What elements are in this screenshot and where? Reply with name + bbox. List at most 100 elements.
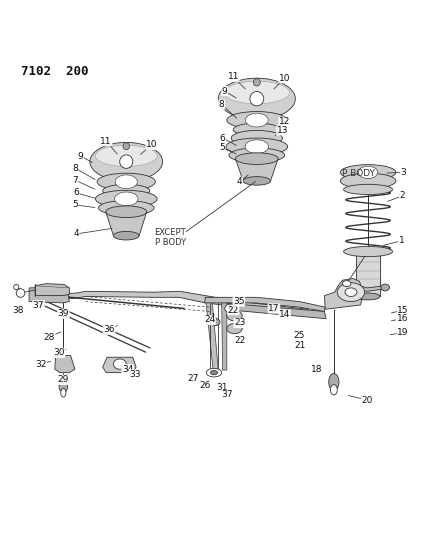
Text: 19: 19 — [398, 328, 409, 337]
Text: 39: 39 — [58, 309, 69, 318]
Ellipse shape — [345, 288, 357, 296]
Ellipse shape — [356, 293, 380, 300]
Text: 5: 5 — [72, 200, 78, 209]
Text: 13: 13 — [277, 126, 288, 135]
Ellipse shape — [211, 370, 217, 375]
Text: 23: 23 — [234, 319, 245, 327]
Text: 3: 3 — [400, 168, 406, 177]
Text: 10: 10 — [146, 141, 158, 149]
Text: 7102  200: 7102 200 — [21, 66, 89, 78]
Ellipse shape — [226, 138, 288, 155]
Text: 34: 34 — [122, 365, 133, 374]
Ellipse shape — [229, 148, 285, 163]
Polygon shape — [106, 212, 147, 236]
Polygon shape — [235, 159, 278, 181]
Text: 9: 9 — [77, 151, 83, 160]
Ellipse shape — [224, 81, 289, 104]
Text: 24: 24 — [204, 316, 215, 325]
Polygon shape — [103, 357, 136, 373]
Ellipse shape — [225, 304, 238, 313]
Ellipse shape — [103, 184, 150, 197]
Ellipse shape — [250, 92, 264, 106]
Text: 29: 29 — [58, 375, 69, 384]
Ellipse shape — [344, 246, 392, 257]
Ellipse shape — [106, 206, 147, 217]
Text: P BODY: P BODY — [342, 169, 375, 177]
Ellipse shape — [358, 166, 378, 179]
Text: 14: 14 — [279, 310, 290, 319]
Polygon shape — [360, 286, 385, 292]
Text: 4: 4 — [73, 230, 79, 238]
Text: 8: 8 — [219, 100, 225, 109]
Text: 7: 7 — [72, 175, 78, 184]
Text: 11: 11 — [101, 136, 112, 146]
Text: 5: 5 — [219, 143, 225, 152]
Ellipse shape — [59, 381, 68, 392]
Ellipse shape — [113, 231, 139, 240]
Polygon shape — [222, 301, 227, 370]
Text: 2: 2 — [399, 191, 405, 200]
Ellipse shape — [229, 306, 234, 310]
Ellipse shape — [95, 190, 157, 207]
Text: EXCEPT
P BODY: EXCEPT P BODY — [155, 228, 186, 247]
Text: 16: 16 — [397, 314, 408, 323]
Ellipse shape — [340, 165, 396, 180]
Text: 15: 15 — [398, 305, 409, 314]
Ellipse shape — [227, 111, 287, 128]
Ellipse shape — [97, 173, 155, 190]
Text: 1: 1 — [398, 236, 404, 245]
Ellipse shape — [98, 200, 154, 215]
Polygon shape — [205, 297, 325, 311]
Ellipse shape — [344, 184, 392, 195]
Text: 20: 20 — [362, 395, 373, 405]
Ellipse shape — [115, 175, 137, 189]
Polygon shape — [35, 284, 69, 296]
Ellipse shape — [235, 153, 278, 165]
Text: 28: 28 — [44, 333, 55, 342]
Text: 37: 37 — [221, 390, 232, 399]
Text: 27: 27 — [188, 374, 199, 383]
Text: 30: 30 — [54, 349, 65, 358]
Ellipse shape — [342, 280, 351, 287]
Text: 25: 25 — [293, 332, 304, 341]
Ellipse shape — [14, 285, 19, 289]
Polygon shape — [222, 303, 326, 319]
Text: 35: 35 — [233, 297, 244, 306]
Text: 10: 10 — [279, 74, 290, 83]
Ellipse shape — [245, 114, 268, 127]
Ellipse shape — [211, 319, 220, 326]
Ellipse shape — [243, 176, 270, 185]
Text: 33: 33 — [129, 370, 140, 379]
Text: 12: 12 — [279, 117, 290, 126]
Ellipse shape — [340, 173, 396, 189]
Ellipse shape — [115, 192, 138, 206]
Polygon shape — [29, 287, 69, 303]
Ellipse shape — [218, 78, 295, 119]
Text: 22: 22 — [234, 336, 245, 345]
Ellipse shape — [95, 146, 157, 166]
Ellipse shape — [227, 311, 242, 321]
Ellipse shape — [381, 284, 389, 291]
Text: 26: 26 — [200, 381, 211, 390]
Ellipse shape — [253, 78, 260, 86]
Text: 9: 9 — [222, 86, 228, 95]
Ellipse shape — [231, 131, 282, 146]
Text: 22: 22 — [228, 305, 239, 314]
Ellipse shape — [235, 300, 241, 306]
Text: 4: 4 — [237, 177, 243, 186]
Ellipse shape — [120, 155, 133, 168]
Ellipse shape — [245, 140, 268, 154]
Ellipse shape — [227, 324, 242, 334]
Polygon shape — [35, 292, 309, 314]
Text: 18: 18 — [311, 365, 322, 374]
Text: 21: 21 — [294, 341, 305, 350]
Polygon shape — [55, 356, 75, 373]
Ellipse shape — [337, 283, 365, 302]
Ellipse shape — [356, 248, 380, 255]
Ellipse shape — [113, 359, 126, 369]
Polygon shape — [205, 297, 218, 370]
Ellipse shape — [90, 142, 163, 181]
Polygon shape — [324, 278, 363, 309]
Text: 36: 36 — [104, 325, 115, 334]
Ellipse shape — [233, 123, 280, 136]
